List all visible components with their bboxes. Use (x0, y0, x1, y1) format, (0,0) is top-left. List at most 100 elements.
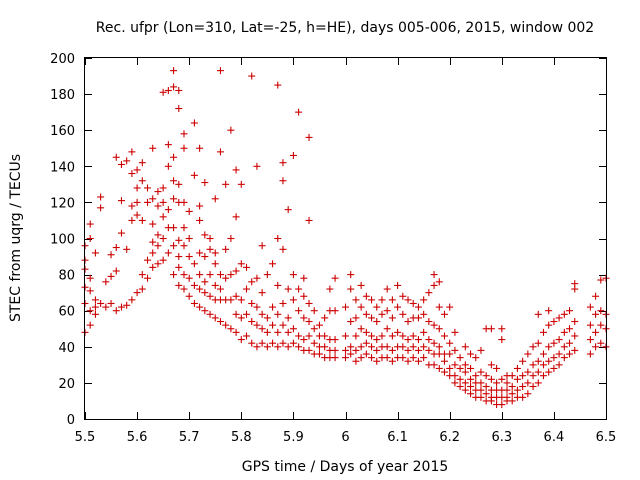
data-point (274, 281, 282, 289)
data-point (274, 81, 282, 89)
data-point (149, 263, 157, 271)
data-point (399, 310, 407, 318)
data-point (300, 292, 308, 300)
data-point (248, 278, 256, 286)
data-point (394, 303, 402, 311)
data-point (592, 328, 600, 336)
data-point (440, 310, 448, 318)
data-point (477, 346, 485, 354)
data-point (201, 179, 209, 187)
data-point (133, 184, 141, 192)
data-point (586, 350, 594, 358)
data-point (159, 88, 167, 96)
data-point (269, 303, 277, 311)
data-point (342, 354, 349, 362)
data-point (86, 307, 94, 315)
data-point (170, 67, 178, 75)
y-tick-label: 0 (67, 413, 75, 428)
data-point (555, 336, 563, 344)
data-point (404, 357, 412, 365)
data-point (201, 278, 209, 286)
data-point (326, 285, 334, 293)
data-point (493, 379, 501, 387)
data-point (237, 260, 245, 268)
data-point (331, 274, 339, 282)
data-point (425, 318, 433, 326)
data-point (310, 307, 318, 315)
data-point (196, 285, 204, 293)
data-point (180, 198, 188, 206)
data-point (597, 321, 605, 329)
data-point (592, 310, 600, 318)
x-tick-label: 6.2 (439, 430, 460, 445)
data-point (300, 274, 308, 282)
data-point (357, 343, 365, 351)
data-point (451, 361, 459, 369)
data-point (211, 195, 219, 203)
data-point (550, 364, 558, 372)
data-point (258, 310, 266, 318)
data-point (399, 332, 407, 340)
data-point (206, 292, 214, 300)
data-point (253, 162, 261, 170)
data-point (539, 361, 547, 369)
data-point (357, 303, 365, 311)
data-point (550, 339, 558, 347)
data-point (560, 354, 568, 362)
data-point (196, 202, 204, 210)
data-point (227, 325, 235, 333)
data-point (284, 285, 292, 293)
data-point (170, 83, 178, 91)
data-point (248, 318, 256, 326)
data-point (435, 278, 443, 286)
data-point (331, 354, 339, 362)
data-point (467, 390, 475, 398)
data-point (508, 390, 516, 398)
data-point (227, 271, 235, 279)
data-point (310, 339, 318, 347)
data-point (456, 383, 464, 391)
data-point (123, 157, 131, 165)
data-point (560, 310, 568, 318)
data-point (539, 328, 547, 336)
data-point (414, 336, 422, 344)
data-point (248, 339, 256, 347)
data-point (269, 321, 277, 329)
data-point (383, 285, 391, 293)
data-point (232, 292, 240, 300)
data-point (347, 271, 355, 279)
data-point (243, 263, 251, 271)
data-points (81, 67, 610, 409)
y-tick-label: 200 (50, 52, 75, 67)
data-point (91, 310, 99, 318)
data-point (347, 350, 355, 358)
data-point (482, 390, 490, 398)
data-point (91, 249, 99, 257)
data-point (107, 251, 115, 259)
data-point (560, 343, 568, 351)
data-point (409, 354, 417, 362)
x-tick-label: 5.8 (231, 430, 252, 445)
data-point (378, 332, 386, 340)
data-point (352, 332, 360, 340)
data-point (269, 260, 277, 268)
data-point (487, 375, 495, 383)
data-point (300, 336, 308, 344)
data-point (144, 274, 152, 282)
data-point (86, 274, 94, 282)
data-point (388, 296, 396, 304)
data-point (284, 328, 292, 336)
data-point (144, 256, 152, 264)
data-point (185, 274, 193, 282)
data-point (388, 332, 396, 340)
data-point (524, 350, 532, 358)
data-point (331, 307, 339, 315)
data-point (123, 245, 131, 253)
data-point (508, 383, 516, 391)
data-point (170, 242, 178, 250)
data-point (456, 375, 464, 383)
data-point (513, 364, 521, 372)
data-point (227, 296, 235, 304)
data-point (498, 375, 506, 383)
